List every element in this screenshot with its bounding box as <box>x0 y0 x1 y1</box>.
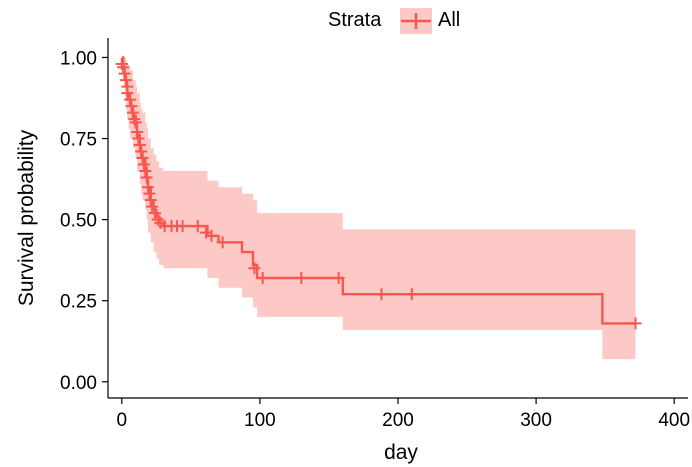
censor-mark <box>139 164 152 177</box>
censor-mark <box>375 288 388 301</box>
x-tick-label: 200 <box>382 410 414 431</box>
censor-mark <box>117 61 130 74</box>
censor-mark <box>118 67 131 80</box>
y-tick-label: 0.50 <box>60 211 97 232</box>
censor-mark <box>133 139 146 152</box>
censor-mark <box>216 236 229 249</box>
x-tick-label: 100 <box>244 410 276 431</box>
censor-mark <box>132 132 145 145</box>
y-axis-title: Survival probability <box>15 129 38 306</box>
y-tick-label: 0.75 <box>60 130 97 151</box>
y-tick-label: 0.25 <box>60 292 97 313</box>
censor-mark <box>137 158 150 171</box>
x-tick-label: 400 <box>658 410 690 431</box>
censor-mark <box>256 272 269 284</box>
censor-marks <box>115 57 642 330</box>
y-axis-ticks: 0.00 0.25 0.50 0.75 1.00 <box>60 48 108 394</box>
y-tick-label: 0.00 <box>60 373 97 394</box>
censor-mark <box>332 272 345 284</box>
censor-mark <box>205 229 218 242</box>
censor-mark <box>131 126 143 139</box>
censor-mark <box>125 100 138 113</box>
censor-mark <box>629 317 642 330</box>
censor-mark <box>119 74 132 87</box>
legend-title: Strata <box>328 9 382 31</box>
censor-mark <box>295 272 308 284</box>
censor-mark <box>148 207 161 220</box>
censor-mark <box>126 106 139 119</box>
censor-mark <box>248 262 261 275</box>
legend-entry-all: All <box>438 9 460 31</box>
legend: Strata All <box>328 8 460 34</box>
censor-mark <box>142 181 155 194</box>
censor-mark <box>143 187 156 200</box>
censor-mark <box>191 220 204 233</box>
plot-area <box>115 56 642 360</box>
censor-mark <box>144 194 157 207</box>
censor-mark <box>136 152 149 164</box>
confidence-band <box>121 57 636 360</box>
censor-mark <box>405 288 418 301</box>
x-axis-ticks: 0 100 200 300 400 <box>117 398 690 431</box>
censor-mark <box>140 171 153 184</box>
censor-mark <box>135 145 148 158</box>
censor-mark <box>121 87 134 100</box>
censor-mark <box>176 220 189 233</box>
x-axis-title: day <box>384 441 418 464</box>
censor-mark <box>146 200 159 213</box>
censor-mark <box>129 116 142 129</box>
y-tick-label: 1.00 <box>60 48 97 69</box>
censor-mark <box>124 93 137 106</box>
x-tick-label: 0 <box>117 410 128 431</box>
x-tick-label: 300 <box>520 410 552 431</box>
